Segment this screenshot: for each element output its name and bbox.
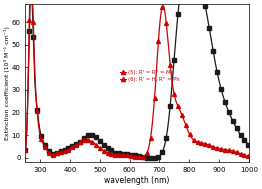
X-axis label: wavelength (nm): wavelength (nm) (105, 176, 170, 185)
Y-axis label: Extinction coefficient (10³ M⁻¹ cm⁻¹): Extinction coefficient (10³ M⁻¹ cm⁻¹) (4, 26, 10, 140)
Legend: (5): R' = R'' = Me, (6): R' = H, R'' = Ph: (5): R' = R'' = Me, (6): R' = H, R'' = P… (120, 70, 179, 82)
